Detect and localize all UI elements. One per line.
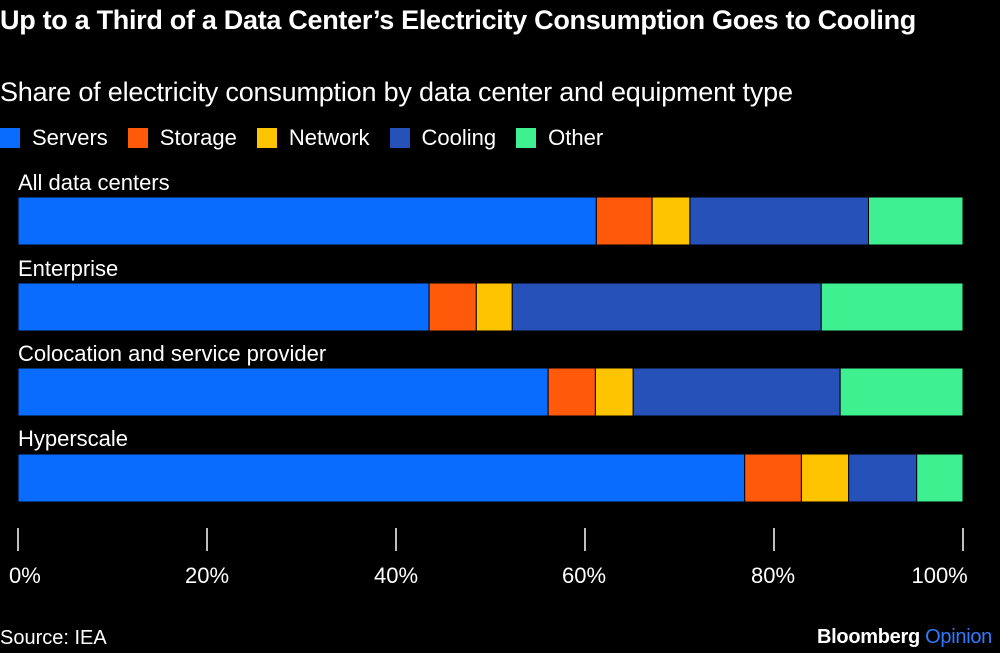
chart-subtitle: Share of electricity consumption by data… [0,77,793,107]
bar-segment-all-data-centers-servers [17,196,597,246]
bar-segment-hyperscale-cooling [848,453,918,503]
category-label-colocation: Colocation and service provider [18,341,327,366]
bar-segment-colocation-and-service-provider-storage [547,367,596,417]
x-tick-label-60: 60% [561,563,607,588]
category-label-enterprise: Enterprise [18,256,119,281]
legend-label-servers: Servers [32,125,108,150]
x-tick-label-40: 40% [373,563,419,588]
legend-label-cooling: Cooling [421,125,497,150]
bar-segment-all-data-centers-storage [595,196,653,246]
legend-label-storage: Storage [159,125,237,150]
legend-swatch-network [256,128,277,148]
bar-segment-colocation-and-service-provider-cooling [632,367,841,417]
bar-segment-hyperscale-network [800,453,850,503]
bar-segment-all-data-centers-network [651,196,691,246]
legend-item-network: Network [256,125,370,151]
bar-segment-enterprise-servers [17,282,430,332]
source-note: Source: IEA [0,627,107,649]
bar-segment-hyperscale-storage [744,453,802,503]
brand-name: Bloomberg [817,626,920,648]
legend-item-servers: Servers [0,125,108,151]
bar-segment-enterprise-cooling [511,282,822,332]
x-tick-label-0: 0% [9,563,41,588]
x-tick-label-20: 20% [184,563,230,588]
legend-swatch-servers [0,128,20,148]
bar-segment-hyperscale-other [916,453,964,503]
legend-label-other: Other [548,125,604,150]
bar-segment-enterprise-network [475,282,513,332]
brand-logo: Bloomberg Opinion [817,625,992,649]
category-label-hyperscale: Hyperscale [18,426,129,451]
bar-segment-enterprise-storage [428,282,477,332]
legend-swatch-storage [127,128,148,148]
legend-item-other: Other [516,125,603,151]
bar-segment-all-data-centers-other [868,196,964,246]
bar-segment-colocation-and-service-provider-network [594,367,634,417]
bar-segment-colocation-and-service-provider-other [839,367,964,417]
x-tick-label-80: 80% [750,563,796,588]
brand-suffix: Opinion [925,626,992,648]
bar-segment-enterprise-other [820,282,964,332]
legend-item-cooling: Cooling [389,125,497,151]
bar-segment-all-data-centers-cooling [689,196,870,246]
legend-label-network: Network [288,125,370,150]
category-label-all-data-centers: All data centers [18,170,170,195]
bar-segment-colocation-and-service-provider-servers [17,367,549,417]
legend-swatch-cooling [389,128,410,148]
x-tick-label-100: 100% [911,563,968,588]
legend: Servers Storage Network Cooling Other [0,123,623,153]
bar-segment-hyperscale-servers [17,453,746,503]
legend-item-storage: Storage [127,125,237,151]
chart-title: Up to a Third of a Data Center’s Electri… [0,5,916,35]
legend-swatch-other [516,128,537,148]
